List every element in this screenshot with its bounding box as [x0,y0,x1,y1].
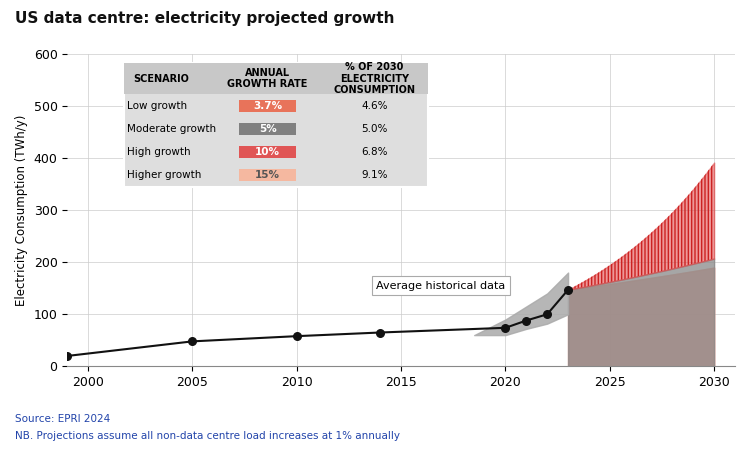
FancyBboxPatch shape [239,100,296,112]
Text: 10%: 10% [255,147,280,157]
Text: US data centre: electricity projected growth: US data centre: electricity projected gr… [15,11,394,26]
Text: SCENARIO: SCENARIO [133,74,189,84]
Point [520,317,532,324]
Text: Average historical data: Average historical data [376,281,506,291]
Text: 4.6%: 4.6% [362,101,388,111]
Point [62,352,74,360]
Point [500,324,512,331]
Text: % OF 2030
ELECTRICITY
CONSUMPTION: % OF 2030 ELECTRICITY CONSUMPTION [334,62,416,95]
Point [291,333,303,340]
Text: ANNUAL
GROWTH RATE: ANNUAL GROWTH RATE [227,68,308,89]
Y-axis label: Electricity Consumption (TWh/y): Electricity Consumption (TWh/y) [15,114,28,306]
Point [542,311,554,318]
Text: High growth: High growth [128,147,191,157]
Point [374,329,386,336]
FancyBboxPatch shape [239,145,296,158]
Text: 6.8%: 6.8% [362,147,388,157]
Text: NB. Projections assume all non-data centre load increases at 1% annually: NB. Projections assume all non-data cent… [15,431,400,441]
Point [187,338,199,345]
Point [562,286,574,293]
FancyBboxPatch shape [239,123,296,135]
Text: Low growth: Low growth [128,101,188,111]
Text: 5.0%: 5.0% [362,124,388,134]
Text: 15%: 15% [255,170,280,180]
Text: Source: EPRI 2024: Source: EPRI 2024 [15,414,110,424]
Text: Moderate growth: Moderate growth [128,124,217,134]
FancyBboxPatch shape [124,63,427,94]
Text: 9.1%: 9.1% [362,170,388,180]
FancyBboxPatch shape [239,169,296,181]
FancyBboxPatch shape [124,63,427,187]
Text: 3.7%: 3.7% [253,101,282,111]
Text: Higher growth: Higher growth [128,170,202,180]
Text: 5%: 5% [259,124,277,134]
